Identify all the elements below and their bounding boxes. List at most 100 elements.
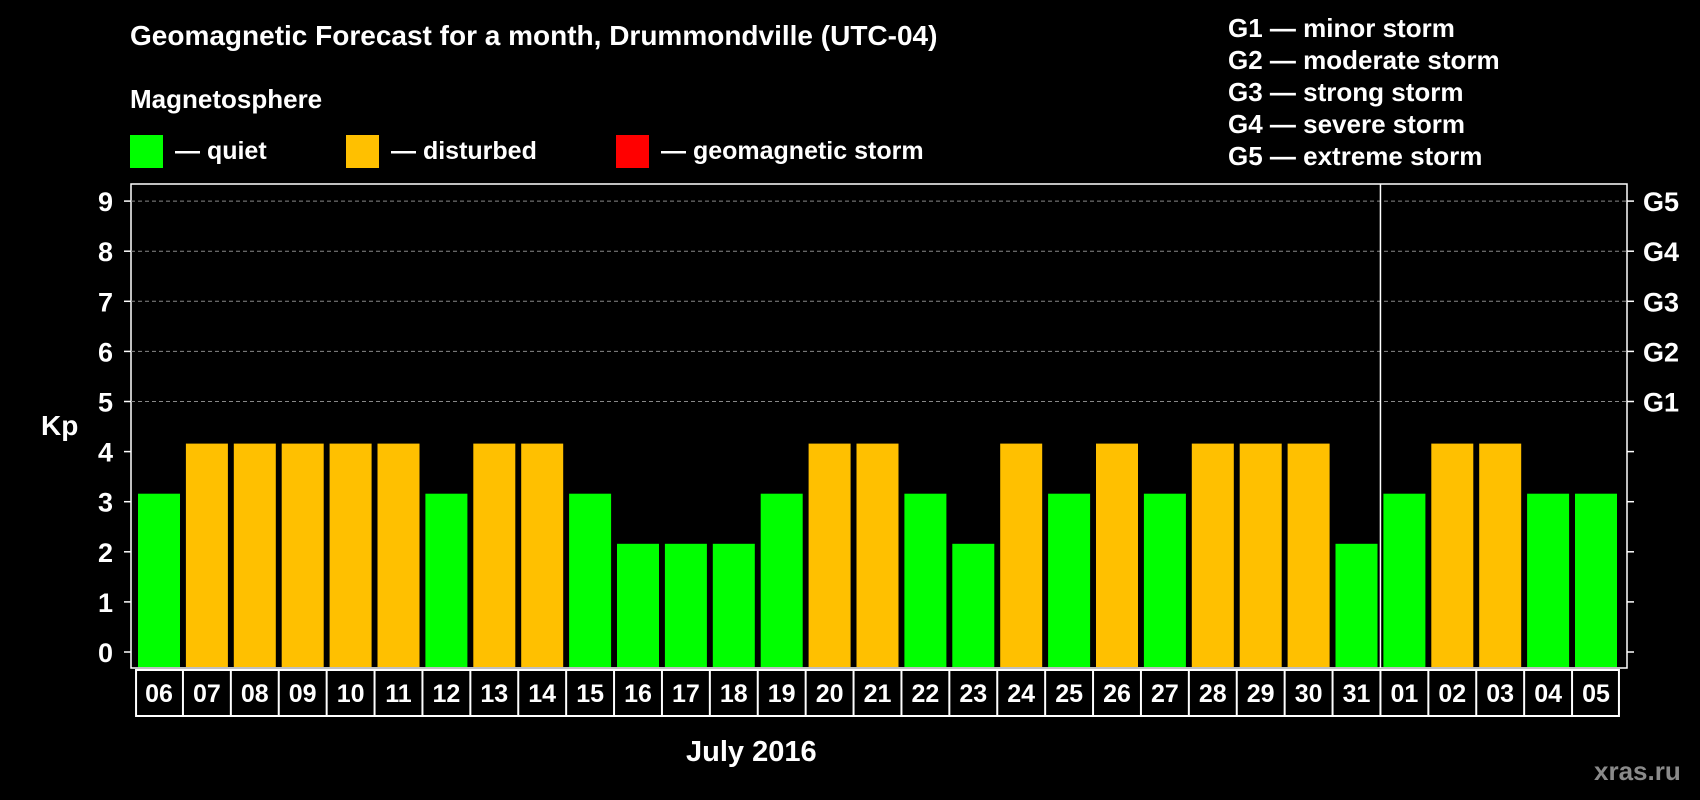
y-tick-label-0: 0 xyxy=(98,638,113,668)
bar-07 xyxy=(185,443,228,667)
x-tick-label-01: 01 xyxy=(1390,680,1418,708)
legend-label-storm: — geomagnetic storm xyxy=(661,136,924,165)
plot-frame xyxy=(130,183,1628,669)
x-tick-label-07: 07 xyxy=(193,680,221,708)
legend-item-storm: — geomagnetic storm xyxy=(616,134,924,168)
x-tick-label-19: 19 xyxy=(768,680,796,708)
storm-scale-g1: G1 — minor storm xyxy=(1228,13,1455,43)
x-tick-label-05: 05 xyxy=(1582,680,1610,708)
bar-31 xyxy=(1335,543,1378,667)
g-label-g1: G1 xyxy=(1643,388,1679,418)
bar-17 xyxy=(664,543,707,667)
bar-16 xyxy=(617,543,659,667)
legend-swatch-storm xyxy=(616,134,649,168)
chart-title: Geomagnetic Forecast for a month, Drummo… xyxy=(130,20,938,51)
watermark: xras.ru xyxy=(1594,756,1681,786)
bar-08 xyxy=(233,443,276,667)
x-tick-label-11: 11 xyxy=(385,680,412,708)
legend-item-quiet: — quiet xyxy=(130,134,267,168)
y-tick-label-4: 4 xyxy=(98,438,113,468)
bar-27 xyxy=(1143,493,1186,667)
storm-scale-legend: G1 — minor storm G2 — moderate storm G3 … xyxy=(1228,12,1500,172)
x-tick-label-28: 28 xyxy=(1199,680,1227,708)
bar-23 xyxy=(952,543,995,667)
bar-24 xyxy=(1000,443,1043,667)
bar-06 xyxy=(138,493,180,667)
x-tick-label-21: 21 xyxy=(864,680,892,708)
y-tick-label-3: 3 xyxy=(98,488,113,518)
x-tick-label-18: 18 xyxy=(720,680,748,708)
bar-22 xyxy=(904,493,947,667)
bar-03 xyxy=(1479,443,1522,667)
date-label-frame xyxy=(135,669,1620,717)
legend-swatch-quiet xyxy=(130,134,163,168)
y-tick-label-9: 9 xyxy=(98,187,113,217)
x-tick-label-09: 09 xyxy=(289,680,317,708)
y-tick-label-6: 6 xyxy=(98,337,113,367)
x-tick-label-29: 29 xyxy=(1247,680,1275,708)
bar-05 xyxy=(1575,493,1617,667)
y-tick-label-1: 1 xyxy=(98,588,113,618)
legend-swatch-disturbed xyxy=(346,134,379,168)
x-tick-label-31: 31 xyxy=(1343,680,1371,708)
bar-12 xyxy=(425,493,468,667)
bar-13 xyxy=(473,443,516,667)
legend-item-disturbed: — disturbed xyxy=(346,134,537,168)
x-tick-label-26: 26 xyxy=(1103,680,1131,708)
g-label-g3: G3 xyxy=(1643,287,1679,317)
x-axis-label: July 2016 xyxy=(686,736,817,768)
y-axis-label: Kp xyxy=(41,410,79,441)
storm-scale-g3: G3 — strong storm xyxy=(1228,77,1464,107)
bar-28 xyxy=(1191,443,1234,667)
g-label-g2: G2 xyxy=(1643,337,1679,367)
x-tick-label-20: 20 xyxy=(816,680,844,708)
x-tick-label-16: 16 xyxy=(624,680,652,708)
bar-15 xyxy=(569,493,612,667)
g-label-g4: G4 xyxy=(1643,237,1679,267)
x-tick-label-10: 10 xyxy=(337,680,365,708)
bar-25 xyxy=(1048,493,1091,667)
x-tick-label-23: 23 xyxy=(959,680,987,708)
bar-09 xyxy=(281,443,324,667)
x-tick-label-03: 03 xyxy=(1486,680,1514,708)
y-tick-label-5: 5 xyxy=(98,388,113,418)
bar-02 xyxy=(1431,443,1474,667)
bar-18 xyxy=(712,543,755,667)
storm-scale-g4: G4 — severe storm xyxy=(1228,109,1466,139)
y-tick-label-8: 8 xyxy=(98,237,113,267)
x-tick-label-27: 27 xyxy=(1151,680,1179,708)
bar-11 xyxy=(377,443,420,667)
x-tick-label-12: 12 xyxy=(432,680,460,708)
x-tick-label-25: 25 xyxy=(1055,680,1083,708)
x-tick-label-14: 14 xyxy=(528,680,556,708)
g-label-g5: G5 xyxy=(1643,187,1679,217)
bar-20 xyxy=(808,443,851,667)
storm-scale-g2: G2 — moderate storm xyxy=(1228,45,1500,75)
x-tick-label-06: 06 xyxy=(145,680,173,708)
bar-29 xyxy=(1239,443,1282,667)
bar-26 xyxy=(1096,443,1138,667)
bar-19 xyxy=(760,493,803,667)
bar-30 xyxy=(1287,443,1330,667)
bar-04 xyxy=(1527,493,1570,667)
x-tick-label-13: 13 xyxy=(480,680,508,708)
legend-label-quiet: — quiet xyxy=(175,136,267,165)
legend-label-disturbed: — disturbed xyxy=(391,136,537,165)
bar-01 xyxy=(1383,493,1426,667)
x-tick-label-02: 02 xyxy=(1438,680,1466,708)
x-tick-label-15: 15 xyxy=(576,680,604,708)
bar-14 xyxy=(521,443,564,667)
x-tick-label-30: 30 xyxy=(1295,680,1323,708)
x-tick-label-08: 08 xyxy=(241,680,269,708)
y-tick-label-2: 2 xyxy=(98,538,113,568)
x-tick-label-04: 04 xyxy=(1534,680,1562,708)
x-tick-label-17: 17 xyxy=(672,680,700,708)
storm-scale-g5: G5 — extreme storm xyxy=(1228,141,1483,171)
bar-10 xyxy=(329,443,372,667)
y-tick-label-7: 7 xyxy=(98,287,113,317)
bar-21 xyxy=(856,443,899,667)
x-tick-label-24: 24 xyxy=(1007,680,1035,708)
magnetosphere-title: Magnetosphere xyxy=(130,84,323,114)
x-tick-label-22: 22 xyxy=(911,680,939,708)
